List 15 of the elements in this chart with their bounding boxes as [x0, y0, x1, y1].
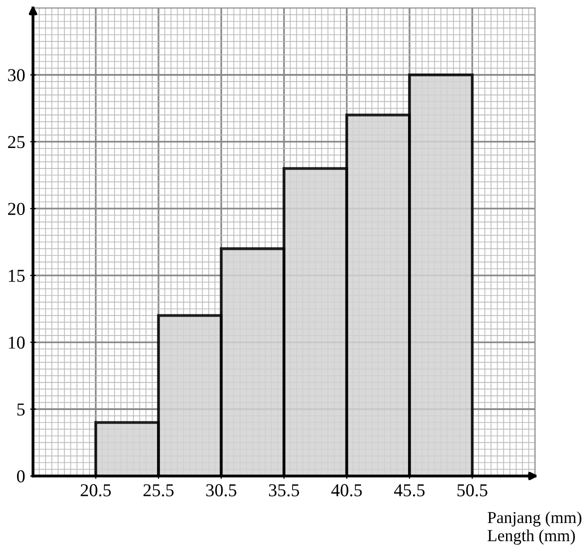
x-tick-label: 20.5	[80, 484, 111, 496]
x-tick-label: 25.5	[143, 484, 174, 496]
y-tick-label: 15	[8, 270, 25, 282]
y-tick-label: 20	[8, 202, 25, 216]
y-tick-label: 5	[17, 404, 25, 416]
x-tick-label: 45.5	[394, 484, 425, 496]
y-tick-label: 30	[8, 69, 25, 82]
x-tick-label: 35.5	[269, 484, 300, 496]
x-tick-label: 30.5	[206, 484, 236, 496]
x-axis-title: Panjang (mm) Length (mm)	[488, 511, 582, 545]
y-tick-label: 10	[8, 336, 25, 349]
x-tick-label: 50.5	[458, 484, 488, 496]
y-tick-label: 25	[8, 136, 25, 148]
x-tick-label: 40.5	[331, 484, 362, 496]
y-tick-label: 0	[17, 470, 25, 482]
